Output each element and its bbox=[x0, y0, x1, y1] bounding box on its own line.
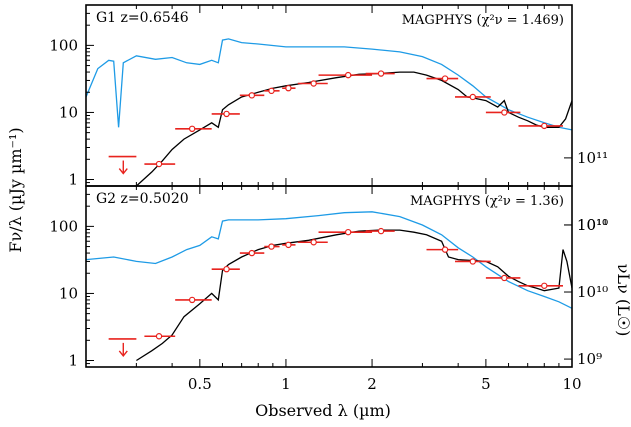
y-tick-label: 10 bbox=[59, 284, 78, 302]
photometry-point bbox=[239, 92, 265, 99]
photometry-point bbox=[365, 227, 395, 235]
panel-g2-plot bbox=[86, 211, 572, 362]
photometry-point bbox=[318, 71, 373, 79]
panel-g2-frame bbox=[85, 185, 573, 368]
photometry-point bbox=[297, 239, 328, 246]
photometry-point bbox=[365, 70, 395, 77]
right-tick-label: 10⁹ bbox=[577, 350, 602, 368]
photometry-point bbox=[297, 80, 328, 87]
photometry-point bbox=[144, 160, 176, 168]
photometry-point bbox=[264, 243, 280, 250]
x-tick-label: 1 bbox=[281, 375, 291, 393]
x-tick-label: 2 bbox=[367, 375, 377, 393]
panel-g1-plot bbox=[86, 38, 572, 186]
right-tick-label: 10¹⁰ bbox=[577, 283, 608, 301]
photometry-point bbox=[175, 125, 212, 133]
right-tick-label: 10¹¹ bbox=[577, 216, 608, 234]
photometry-point bbox=[518, 282, 563, 289]
photometry-point bbox=[455, 258, 491, 265]
y-axis-label: Fν/λ (µJy µm⁻¹) bbox=[6, 127, 25, 252]
upper-limit-marker bbox=[108, 338, 137, 358]
y-tick-label: 1 bbox=[68, 171, 78, 189]
photometry-point bbox=[211, 110, 240, 118]
photometry-point bbox=[455, 93, 491, 101]
upper-limit-marker bbox=[108, 155, 137, 175]
panel-g1-fit-label: MAGPHYS (χ²ν = 1.469) bbox=[402, 13, 564, 28]
photometry-point bbox=[426, 246, 459, 253]
x-tick-label: 0.5 bbox=[188, 375, 212, 393]
photometry-point bbox=[485, 274, 521, 282]
model-sed-curve bbox=[136, 229, 572, 362]
photometry-point bbox=[518, 122, 563, 130]
photometry-point bbox=[282, 241, 296, 249]
unattenuated-sed-curve bbox=[86, 38, 572, 131]
panel-g1-frame bbox=[85, 4, 573, 187]
photometry-point bbox=[282, 84, 296, 92]
photometry-point bbox=[239, 249, 265, 257]
right-tick-label: 10¹⁰ bbox=[577, 216, 608, 234]
right-tick-label: 10¹¹ bbox=[577, 149, 608, 167]
y-tick-label: 100 bbox=[49, 217, 78, 235]
photometry-point bbox=[264, 87, 280, 95]
y-tick-label: 1 bbox=[68, 352, 78, 370]
photometry-point bbox=[144, 333, 176, 340]
x-tick-label: 5 bbox=[481, 375, 491, 393]
panel-g2-fit-label: MAGPHYS (χ²ν = 1.36) bbox=[410, 194, 564, 209]
x-axis-label: Observed λ (µm) bbox=[255, 401, 391, 420]
y-tick-label: 10 bbox=[59, 103, 78, 121]
photometry-point bbox=[426, 75, 459, 82]
panel-g1-label: G1 z=0.6546 bbox=[96, 10, 189, 26]
unattenuated-sed-curve bbox=[86, 211, 572, 309]
y-tick-label: 100 bbox=[49, 36, 78, 54]
photometry-point bbox=[175, 296, 212, 304]
y-axis-right-label: νLν (L☉) bbox=[614, 264, 631, 337]
photometry-point bbox=[211, 265, 240, 273]
panel-g2-label: G2 z=0.5020 bbox=[96, 191, 189, 207]
photometry-point bbox=[485, 109, 521, 116]
photometry-point bbox=[318, 228, 373, 236]
x-tick-label: 10 bbox=[562, 375, 581, 393]
